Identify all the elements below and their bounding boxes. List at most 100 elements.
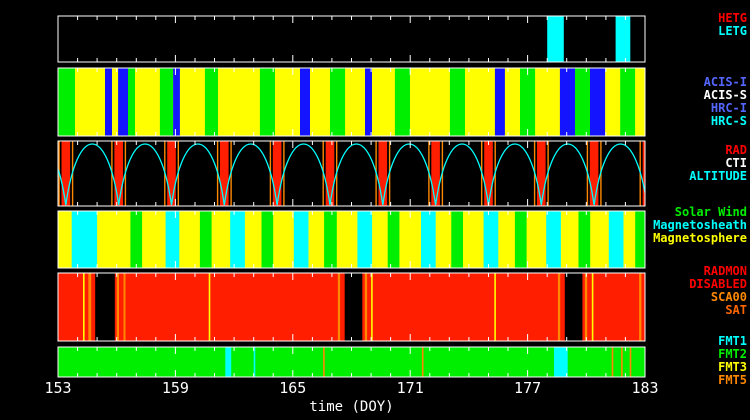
- instruments-segment: [118, 68, 129, 136]
- instruments-segment: [365, 68, 372, 136]
- instruments-segment: [494, 68, 505, 136]
- x-axis-tick-label: 165: [279, 379, 306, 397]
- regions-segment: [357, 211, 373, 268]
- radmon-segment: [208, 273, 211, 341]
- instruments-segment: [394, 68, 410, 136]
- perigee-radiation-stripe: [61, 141, 71, 206]
- radmon-segment: [337, 273, 341, 341]
- perigee-radiation-stripe: [167, 141, 176, 206]
- x-axis-tick-label: 153: [44, 379, 71, 397]
- band-regions: [58, 211, 645, 268]
- radmon-segment: [494, 273, 496, 341]
- band-instruments-bg: [58, 68, 645, 136]
- regions-segment: [635, 211, 645, 268]
- regions-segment: [199, 211, 212, 268]
- band-orbit: [58, 141, 645, 206]
- perigee-radiation-stripe: [272, 141, 282, 206]
- altitude-curve: [170, 143, 225, 206]
- regions-segment: [261, 211, 274, 268]
- instruments-segment: [590, 68, 606, 136]
- perigee-radiation-stripe: [537, 141, 546, 206]
- instruments-segment: [259, 68, 275, 136]
- band-regions-frame: [57, 210, 646, 269]
- perigee-radiation-stripe: [325, 141, 335, 206]
- formats-segment: [323, 347, 325, 377]
- instruments-segment: [575, 68, 591, 136]
- formats-segment: [421, 347, 424, 377]
- instruments-segment: [449, 68, 465, 136]
- radmon-segment: [639, 273, 642, 341]
- band-radmon: [58, 273, 645, 341]
- instruments-segment: [173, 68, 180, 136]
- x-axis-title: time (DOY): [309, 399, 393, 415]
- formats-segment: [225, 347, 232, 377]
- altitude-curve: [118, 143, 173, 206]
- altitude-curve: [329, 143, 384, 206]
- regions-segment: [71, 211, 98, 268]
- altitude-curve: [540, 143, 595, 206]
- x-axis-tick-label: 159: [162, 379, 189, 397]
- formats-segment: [621, 347, 623, 377]
- radmon-segment: [371, 273, 373, 341]
- altitude-curve: [65, 143, 120, 206]
- radmon-segment: [364, 273, 368, 341]
- band-gratings: [58, 16, 645, 62]
- perigee-radiation-stripe: [642, 141, 645, 206]
- regions-segment: [421, 211, 436, 268]
- instruments-segment: [204, 68, 218, 136]
- regions-segment: [293, 211, 309, 268]
- regions-segment: [608, 211, 624, 268]
- band-radmon-frame: [57, 272, 646, 342]
- band-gratings-frame: [57, 15, 646, 63]
- instruments-segment: [105, 68, 112, 136]
- altitude-curve: [223, 143, 278, 206]
- band-instruments-frame: [57, 67, 646, 137]
- radmon-segment: [564, 273, 583, 341]
- formats-segment: [554, 347, 568, 377]
- instruments-segment: [520, 68, 536, 136]
- instruments-segment: [300, 68, 310, 136]
- regions-segment: [483, 211, 499, 268]
- radmon-segment: [83, 273, 85, 341]
- radmon-segment: [116, 273, 119, 341]
- altitude-curve: [58, 167, 67, 206]
- altitude-curve: [276, 143, 331, 206]
- radmon-segment: [344, 273, 363, 341]
- regions-segment: [514, 211, 527, 268]
- regions-segment: [387, 211, 400, 268]
- instruments-segment: [128, 68, 135, 136]
- formats-segment: [253, 347, 256, 377]
- x-axis-tick-label: 171: [397, 379, 424, 397]
- perigee-radiation-stripe: [589, 141, 599, 206]
- x-axis-tick-label: 183: [631, 379, 658, 397]
- regions-segment: [546, 211, 561, 268]
- band-orbit-frame: [57, 140, 646, 207]
- instruments-segment: [58, 68, 75, 136]
- radmon-segment: [591, 273, 594, 341]
- regions-segment: [324, 211, 337, 268]
- band-formats-bg: [58, 347, 645, 377]
- regions-segment: [230, 211, 245, 268]
- formats-segment: [629, 347, 632, 377]
- altitude-curve: [593, 143, 645, 206]
- altitude-curve: [487, 143, 542, 206]
- formats-segment: [611, 347, 614, 377]
- x-axis-tick-label: 177: [514, 379, 541, 397]
- radmon-segment: [557, 273, 561, 341]
- instruments-segment: [330, 68, 346, 136]
- radmon-segment: [95, 273, 115, 341]
- perigee-radiation-stripe: [378, 141, 388, 206]
- perigee-radiation-stripe: [220, 141, 229, 206]
- altitude-curve: [434, 143, 490, 206]
- regions-segment: [578, 211, 591, 268]
- radmon-segment: [88, 273, 92, 341]
- instruments-segment: [559, 68, 575, 136]
- gratings-segment: [547, 16, 564, 62]
- radmon-segment: [584, 273, 588, 341]
- perigee-radiation-stripe: [114, 141, 123, 206]
- perigee-radiation-stripe: [484, 141, 493, 206]
- instruments-segment: [159, 68, 173, 136]
- regions-segment: [130, 211, 143, 268]
